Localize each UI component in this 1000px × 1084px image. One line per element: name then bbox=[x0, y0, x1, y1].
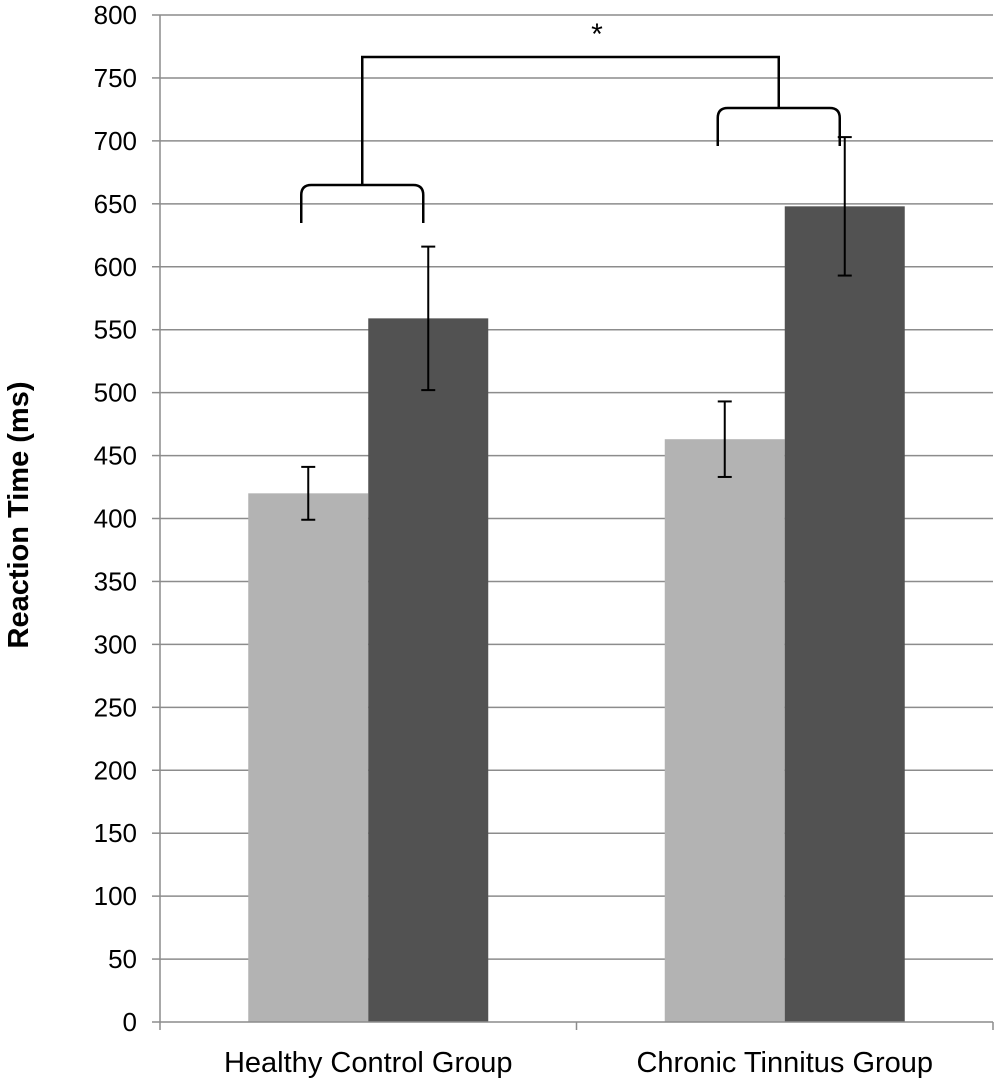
x-category-label: Healthy Control Group bbox=[224, 1047, 513, 1079]
significance-bracket bbox=[361, 55, 780, 185]
y-tick-labels: 0 50 100 150 200 250 300 350 400 450 500 550 600 650 7… bbox=[94, 0, 160, 1037]
y-tick-label: 700 bbox=[94, 126, 137, 156]
y-tick-label: 750 bbox=[94, 63, 137, 93]
y-axis-label: Reaction Time (ms) bbox=[3, 382, 35, 649]
y-tick-label: 350 bbox=[94, 566, 137, 596]
bar bbox=[248, 493, 369, 1022]
significance-label: * bbox=[591, 18, 603, 51]
x-category-labels: Healthy Control Group Chronic Tinnitus Gr… bbox=[224, 1047, 933, 1079]
y-tick-label: 300 bbox=[94, 629, 137, 659]
y-tick-label: 500 bbox=[94, 378, 137, 408]
bar bbox=[368, 318, 489, 1022]
y-tick-label: 0 bbox=[123, 1007, 137, 1037]
significance-brackets bbox=[300, 55, 841, 223]
y-tick-label: 150 bbox=[94, 818, 137, 848]
bar bbox=[664, 439, 785, 1023]
y-tick-label: 200 bbox=[94, 755, 137, 785]
y-tick-label: 250 bbox=[94, 692, 137, 722]
y-tick-label: 650 bbox=[94, 189, 137, 219]
x-category-label: Chronic Tinnitus Group bbox=[636, 1047, 933, 1079]
y-tick-label: 800 bbox=[94, 0, 137, 30]
bars bbox=[248, 206, 905, 1023]
y-tick-label: 450 bbox=[94, 441, 137, 471]
bar bbox=[784, 206, 905, 1022]
y-tick-label: 550 bbox=[94, 315, 137, 345]
y-tick-label: 50 bbox=[108, 944, 137, 974]
y-tick-label: 600 bbox=[94, 252, 137, 282]
y-tick-label: 100 bbox=[94, 881, 137, 911]
y-tick-label: 400 bbox=[94, 504, 137, 534]
